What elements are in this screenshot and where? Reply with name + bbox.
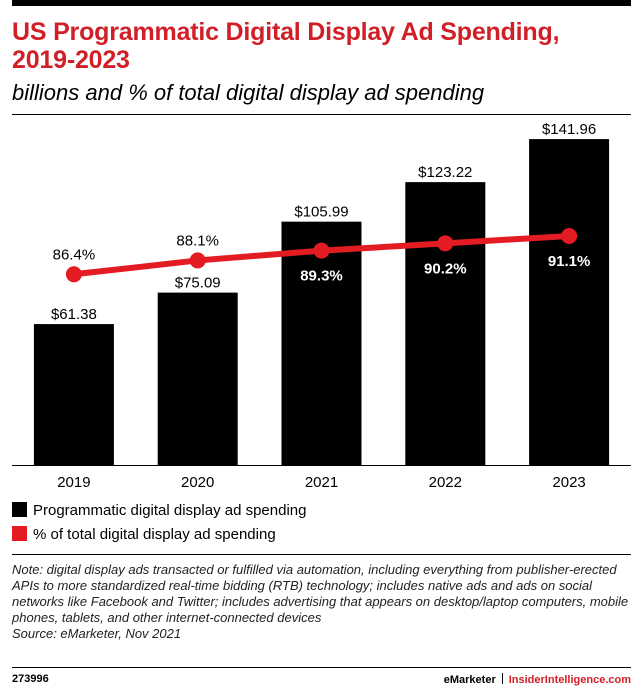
- bar-value-label-2023: $141.96: [542, 121, 596, 138]
- bar-2019: [33, 324, 114, 465]
- line-point-2021: [313, 242, 330, 259]
- bar-2021: [281, 221, 362, 465]
- source-text: Source: eMarketer, Nov 2021: [12, 626, 182, 641]
- brand: eMarketer InsiderIntelligence.com: [444, 673, 631, 686]
- bar-2020: [157, 292, 238, 465]
- bar-2023: [529, 139, 610, 465]
- line-value-label-2022: 90.2%: [424, 260, 467, 277]
- legend-label-bar: Programmatic digital display ad spending: [33, 502, 307, 519]
- legend-item-bar: Programmatic digital display ad spending: [12, 501, 612, 521]
- bar-value-label-2021: $105.99: [294, 204, 348, 221]
- x-tick-label-2021: 2021: [305, 474, 338, 491]
- line-value-label-2020: 88.1%: [176, 232, 219, 249]
- footer-divider: [12, 667, 631, 668]
- legend-item-line: % of total digital display ad spending: [12, 525, 612, 545]
- line-point-2019: [65, 266, 82, 283]
- line-value-label-2021: 89.3%: [300, 268, 343, 285]
- bar-value-label-2019: $61.38: [51, 306, 97, 323]
- line-point-2020: [189, 252, 206, 269]
- chart-title: US Programmatic Digital Display Ad Spend…: [12, 18, 560, 74]
- bar-2022: [405, 182, 486, 465]
- line-point-2022: [437, 235, 454, 252]
- line-point-2023: [561, 227, 578, 244]
- note-text: Note: digital display ads transacted or …: [12, 562, 629, 625]
- chart-id: 273996: [12, 673, 49, 685]
- brand-name: eMarketer: [443, 674, 496, 686]
- chart-subtitle: billions and % of total digital display …: [12, 80, 485, 105]
- x-tick-label-2023: 2023: [552, 474, 585, 491]
- top-bar: [12, 0, 631, 6]
- line-value-label-2019: 86.4%: [53, 246, 96, 263]
- chart-canvas: $61.38 $75.09 $105.99 $123.22 $141.96 86.4% 88…: [12, 121, 631, 491]
- legend-label-line: % of total digital display ad spending: [33, 526, 276, 543]
- x-tick-label-2022: 2022: [429, 474, 462, 491]
- header-divider: [12, 114, 631, 115]
- x-tick-label-2020: 2020: [181, 474, 214, 491]
- bar-value-label-2020: $75.09: [175, 275, 221, 292]
- bar-value-label-2022: $123.22: [418, 164, 472, 181]
- legend-swatch-line: [12, 526, 27, 541]
- notes-divider: [12, 554, 631, 555]
- legend-swatch-bar: [12, 502, 27, 517]
- line-value-label-2023: 91.1%: [548, 253, 591, 270]
- site-link[interactable]: InsiderIntelligence.com: [508, 674, 631, 686]
- footnote: Note: digital display ads transacted or …: [12, 562, 632, 642]
- x-tick-label-2019: 2019: [57, 474, 90, 491]
